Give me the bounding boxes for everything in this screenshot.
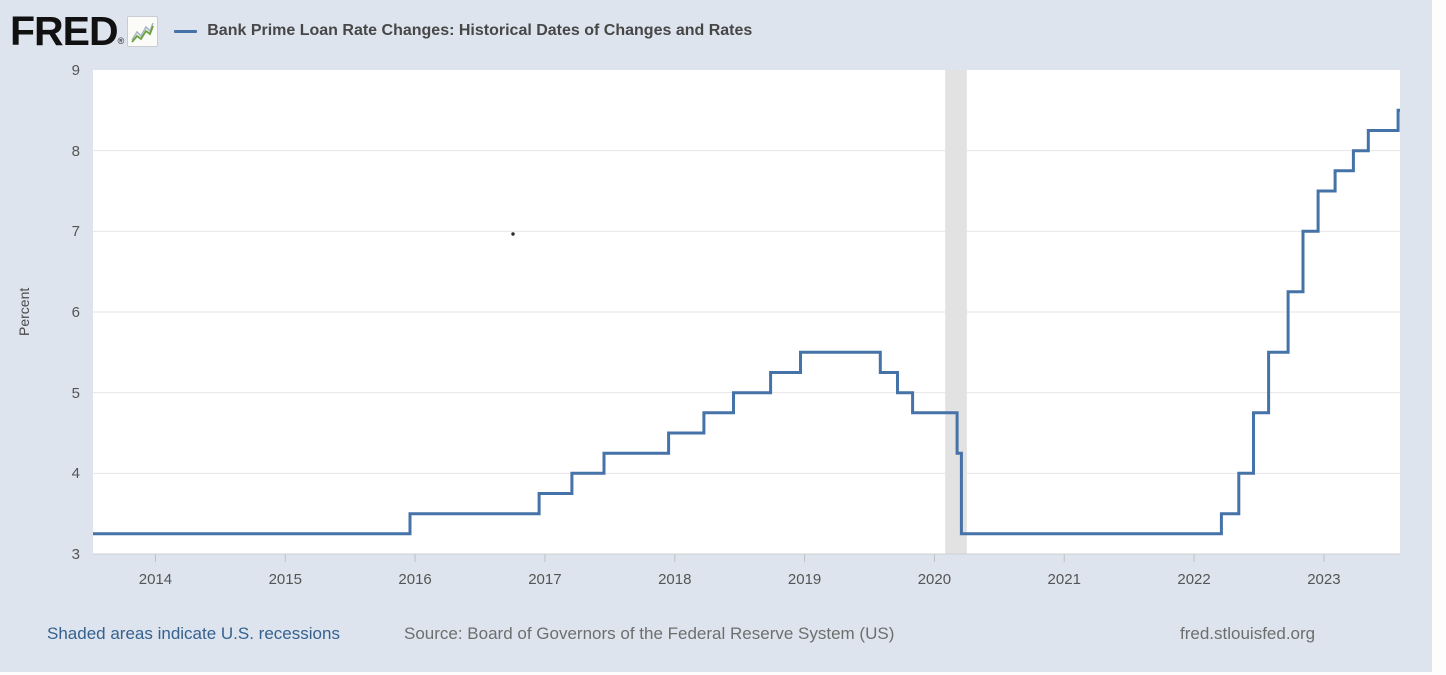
fred-sparkline-icon — [127, 15, 159, 47]
y-tick-label: 8 — [71, 142, 80, 160]
y-tick-label: 7 — [71, 223, 80, 241]
source-attribution: Source: Board of Governors of the Federa… — [404, 624, 895, 643]
x-tick-label: 2015 — [268, 571, 302, 588]
fred-site-link[interactable]: fred.stlouisfed.org — [1180, 624, 1316, 643]
y-tick-label: 3 — [71, 546, 80, 563]
x-tick-label: 2014 — [138, 571, 173, 588]
page-edge-bottom — [0, 672, 1446, 675]
stray-dot-artifact — [511, 232, 515, 236]
x-tick-label: 2017 — [528, 571, 562, 588]
legend-line-swatch — [174, 29, 198, 33]
recession-band — [945, 70, 967, 554]
y-tick-label: 5 — [71, 384, 80, 402]
x-tick-label: 2023 — [1307, 571, 1341, 588]
prime-rate-step-line — [93, 108, 1400, 536]
x-tick-label: 2020 — [917, 571, 952, 588]
x-tick-label: 2019 — [787, 571, 822, 588]
y-axis-title: Percent — [16, 287, 32, 337]
y-tick-label: 9 — [71, 62, 80, 79]
x-tick-label: 2016 — [398, 571, 432, 588]
x-tick-label: 2022 — [1177, 571, 1211, 588]
x-tick-label: 2021 — [1047, 571, 1081, 588]
fred-logo[interactable]: FRED ® — [10, 8, 159, 54]
x-tick-label: 2018 — [658, 571, 692, 588]
recession-note-link[interactable]: Shaded areas indicate U.S. recessions — [47, 624, 340, 643]
chart-header: FRED ® Bank Prime Loan Rate Changes: His… — [10, 9, 752, 53]
fred-logo-text: FRED — [10, 8, 119, 54]
series-title: Bank Prime Loan Rate Changes: Historical… — [207, 22, 753, 39]
page-edge-right — [1432, 0, 1446, 675]
y-tick-label: 6 — [71, 304, 80, 321]
registered-trademark: ® — [117, 36, 125, 46]
y-tick-label: 4 — [71, 465, 80, 483]
chart-legend: Bank Prime Loan Rate Changes: Historical… — [174, 22, 752, 40]
